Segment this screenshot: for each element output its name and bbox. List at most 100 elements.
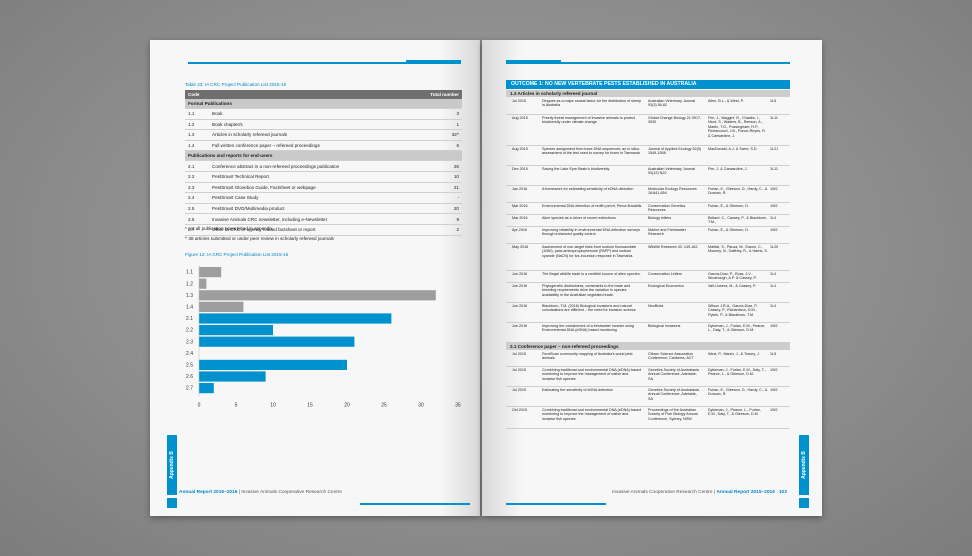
- table-row: 2.6 Invasive Animals CRC newsletter, incl…: [185, 213, 462, 225]
- item-authors: Firn, J. & Carwardine, J.: [708, 167, 748, 171]
- row-value: 6: [426, 140, 462, 152]
- row-code: 1.4: [185, 140, 209, 152]
- item-journal: Marine and Freshwater Research: [648, 228, 686, 237]
- bar-1.3: [199, 290, 436, 301]
- y-tick-label: 2.2: [186, 328, 193, 334]
- row-value: 21: [426, 182, 462, 194]
- row-value: 32^: [426, 129, 462, 141]
- row-label: Full written conference paper – refereed…: [209, 140, 426, 152]
- table-body: Formal Publications 1.1 Book 3 1.2 Book chapt…: [185, 99, 462, 236]
- list-item: Aug 2015 Priority threat management of in…: [506, 115, 790, 146]
- item-authors: MacDonald, A.J. & Sarre, S.D.: [708, 147, 758, 151]
- item-code: 1L4: [770, 216, 777, 220]
- list-item: Jul 2015 Estimating the sensitivity of eD…: [506, 387, 790, 407]
- table-row: 1.1 Book 3: [185, 108, 462, 120]
- item-date: Dec 2015: [512, 167, 528, 171]
- item-date: Aug 2015: [512, 116, 528, 120]
- row-code: 2.1: [185, 160, 209, 172]
- bar-2.6: [199, 371, 266, 382]
- item-title: Improving the containment of a freshwate…: [542, 324, 634, 333]
- item-code: 1W2: [770, 408, 778, 412]
- right-footer: Invasive Animals Cooperative Research Ce…: [612, 490, 787, 495]
- item-code: 1L4: [770, 284, 777, 288]
- item-code: 1L11: [770, 116, 778, 120]
- item-authors: Furlan, E., Gleeson, D., Hardy, C., & Du…: [708, 388, 768, 397]
- x-tick-label: 0: [198, 403, 201, 409]
- list-item: Jun 2016 Blackburn, T.M. (2016) Biologica…: [506, 303, 790, 323]
- item-authors: Allen, B.L., & West, P.: [708, 99, 744, 103]
- item-authors: Dykeman, J., Pearce, L., Furlan, E.M., D…: [708, 408, 761, 417]
- item-title: Estimating the sensitivity of eDNA detec…: [542, 388, 614, 392]
- table-caption: Table 23: IA CRC Project Publication Lis…: [185, 82, 287, 87]
- item-journal: Citizen Science Association Conference, …: [648, 352, 694, 361]
- item-authors: Furlan, E., & Gleeson, D.: [708, 228, 749, 232]
- y-tick-label: 2.6: [186, 374, 193, 380]
- figure-caption: Figure 12: IA CRC Project Publication Li…: [185, 252, 289, 257]
- item-journal: NeoBiota: [648, 304, 664, 308]
- list-item: Jun 2016 Improving the containment of a f…: [506, 323, 790, 343]
- y-tick-label: 1.3: [186, 293, 193, 299]
- item-journal: Proceedings of the Australian Society of…: [648, 408, 698, 421]
- item-date: Jul 2015: [512, 99, 526, 103]
- row-value: 1: [426, 119, 462, 131]
- item-code: 1L20: [770, 245, 779, 249]
- total-header: Total number: [426, 90, 462, 99]
- bar-2.1: [199, 313, 392, 324]
- row-label: Conference abstract in a non-refereed pr…: [209, 160, 426, 172]
- item-authors: Firn, J., Maggini, R., Chadès, I., Nicol…: [708, 116, 766, 138]
- item-authors: Vall-Llosera, M., & Cassey, P.: [708, 284, 756, 288]
- left-footer-rule: [167, 498, 177, 508]
- bar-2.7: [199, 383, 214, 394]
- bar-1.4: [199, 301, 244, 312]
- bar-1.1: [199, 267, 222, 278]
- table-section-title: Publications and reports for end-users: [185, 150, 462, 162]
- appendix-tab-right-label: Appendix B: [801, 451, 807, 479]
- item-title: Dingoes as a major causal factor for the…: [542, 99, 642, 108]
- item-title: Environmental DNA detection of redfin pe…: [542, 204, 642, 208]
- table-note-1: * not all publication types listed in ap…: [185, 226, 273, 231]
- right-footer-org: Invasive Animals Cooperative Research Ce…: [612, 490, 713, 495]
- appendix-tab-left: Appendix B: [167, 435, 177, 495]
- row-code: 2.6: [185, 213, 209, 225]
- list-item: Apr 2016 Improving reliability in environ…: [506, 227, 790, 244]
- list-item: May 2016 Assessment of non-target risks f…: [506, 244, 790, 271]
- item-journal: Ecological Economics: [648, 284, 684, 288]
- y-tick-label: 1.2: [186, 281, 193, 287]
- item-title: Phylogenetic distinctness, constraints t…: [542, 284, 631, 297]
- right-page: [482, 40, 822, 516]
- item-authors: Furlan, E., & Gleeson, D.: [708, 204, 749, 208]
- list-item: Jul 2015 FeralScan community mapping of A…: [506, 351, 790, 367]
- row-label: Invasive Animals CRC newsletter, includi…: [209, 213, 426, 225]
- right-footer-line: [506, 503, 606, 505]
- left-footer-title: Annual Report 2015–2016: [179, 490, 238, 495]
- y-tick-label: 2.1: [186, 316, 193, 322]
- row-value: 26: [426, 160, 462, 172]
- x-tick-label: 20: [344, 403, 350, 409]
- item-title: FeralScan community mapping of Australia…: [542, 352, 633, 361]
- list-item: Jun 2016 Phylogenetic distinctness, const…: [506, 283, 790, 303]
- right-footer-title: Annual Report 2015–2016: [716, 490, 775, 495]
- item-code: 1W2: [770, 324, 778, 328]
- row-code: 2.4: [185, 192, 209, 204]
- row-value: 3: [426, 108, 462, 120]
- x-tick-label: 5: [235, 403, 238, 409]
- item-code: 1W2: [770, 368, 778, 372]
- y-tick-label: 2.4: [186, 351, 193, 357]
- item-journal: Journal of Applied Ecology 52(5) 1549-15…: [648, 147, 702, 156]
- left-page-number: 102: [167, 490, 176, 495]
- item-journal: Conservation Letters: [648, 272, 683, 276]
- y-tick-label: 1.1: [186, 270, 193, 276]
- row-label: PestSmart Glovebox Guide, Factsheet or w…: [209, 182, 426, 194]
- row-code: 2.5: [185, 203, 209, 215]
- item-title: Priority threat management of invasive a…: [542, 116, 636, 125]
- item-code: 1L5: [770, 352, 777, 356]
- x-tick-label: 25: [381, 403, 387, 409]
- left-top-rule: [188, 60, 461, 64]
- item-journal: Global Change Biology 21:3917-3930: [648, 116, 702, 125]
- row-value: -: [426, 192, 462, 204]
- item-title: Assessment of non-target risks from sodi…: [542, 245, 637, 258]
- item-title: Species assignment from trace DNA sequen…: [542, 147, 640, 156]
- item-date: Aug 2015: [512, 147, 528, 151]
- row-label: PestSmart Technical Report: [209, 171, 426, 183]
- row-value: 20: [426, 203, 462, 215]
